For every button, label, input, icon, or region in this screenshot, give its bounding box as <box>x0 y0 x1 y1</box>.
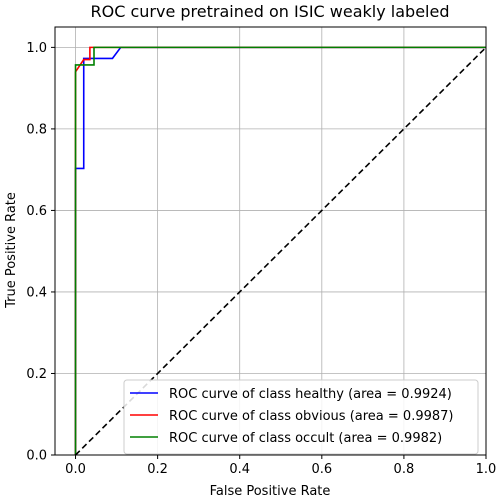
roc-series-line-0 <box>74 46 486 455</box>
legend-entry: ROC curve of class obvious (area = 0.998… <box>169 409 453 424</box>
legend-entry: ROC curve of class occult (area = 0.9982… <box>169 431 442 446</box>
legend-box <box>123 379 479 455</box>
y-tick-label: 0.4 <box>26 285 47 300</box>
y-tick-label: 1.0 <box>26 41 47 56</box>
x-tick-label: 0.2 <box>147 462 168 477</box>
y-tick-label: 0.8 <box>26 122 47 137</box>
plot-frame <box>54 26 487 456</box>
x-tick-label: 0.0 <box>65 462 86 477</box>
x-tick-label: 1.0 <box>476 462 497 477</box>
x-tick-label: 0.4 <box>229 462 250 477</box>
axis-ticks: 0.0 0.2 0.4 0.6 0.8 1.0 0.0 0.2 0.4 0.6 0.8 1.0 <box>26 41 496 477</box>
y-tick-label: 0.6 <box>26 204 47 219</box>
legend-entry: ROC curve of class healthy (area = 0.992… <box>169 387 452 402</box>
chart-title: ROC curve pretrained on ISIC weakly labe… <box>91 2 450 21</box>
x-tick-label: 0.6 <box>311 462 332 477</box>
roc-series-line-2 <box>74 46 486 455</box>
series-lines <box>74 46 487 456</box>
x-axis-label: False Positive Rate <box>210 484 331 499</box>
y-tick-label: 0.2 <box>26 367 47 382</box>
y-tick-label: 0.0 <box>26 449 47 464</box>
y-axis-label: True Positive Rate <box>4 192 19 309</box>
legend: ROC curve of class healthy (area = 0.992… <box>123 379 479 455</box>
x-tick-label: 0.8 <box>394 462 415 477</box>
